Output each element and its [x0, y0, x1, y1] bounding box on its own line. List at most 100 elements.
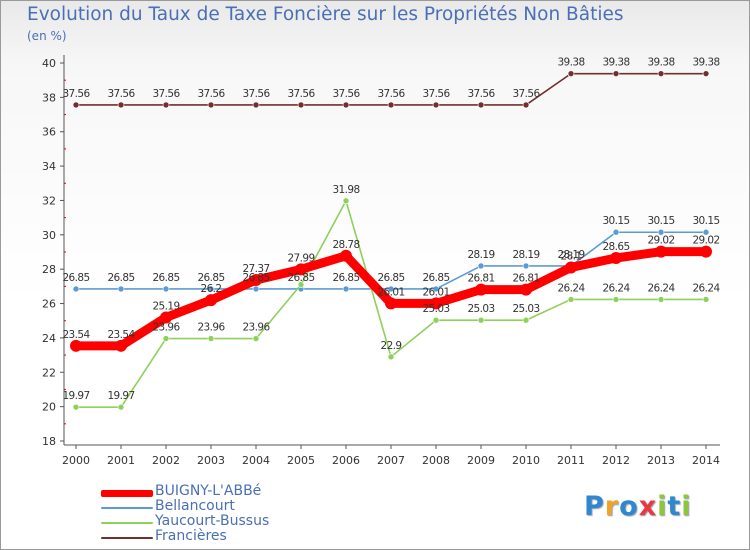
- data-label: 26.85: [107, 272, 134, 284]
- data-point: [567, 70, 575, 77]
- data-point: [252, 101, 260, 109]
- data-point: [567, 296, 575, 303]
- logo-letter: r: [604, 491, 620, 522]
- data-point: [432, 285, 440, 293]
- data-label: 26.24: [557, 282, 585, 294]
- data-point: [522, 316, 530, 324]
- data-point: [162, 335, 170, 342]
- data-point: [477, 101, 485, 109]
- legend-swatch: [101, 490, 153, 497]
- data-label: 25.03: [467, 303, 494, 315]
- data-point: [387, 353, 395, 361]
- data-point: [612, 296, 620, 303]
- data-label: 28.1: [561, 250, 582, 262]
- data-point: [612, 228, 620, 236]
- x-tick-label: 2014: [692, 454, 720, 467]
- data-point: [250, 274, 262, 287]
- data-label: 30.15: [647, 215, 674, 227]
- data-label: 26.85: [197, 272, 224, 284]
- data-label: 37.56: [422, 88, 450, 100]
- x-tick-label: 2006: [332, 454, 360, 467]
- proxiti-logo: Proxiti: [584, 491, 692, 522]
- y-tick-label: 30: [42, 229, 56, 242]
- data-point: [342, 101, 350, 109]
- data-point: [657, 228, 665, 236]
- data-label: 26.24: [647, 282, 675, 294]
- y-tick-label: 26: [42, 298, 56, 311]
- data-label: 37.56: [512, 88, 540, 100]
- y-tick-label: 20: [42, 401, 56, 414]
- data-point: [72, 403, 80, 411]
- data-point: [655, 245, 667, 258]
- data-label: 26.85: [152, 272, 179, 284]
- data-point: [162, 101, 170, 109]
- data-point: [610, 252, 622, 265]
- data-label: 23.54: [62, 329, 90, 341]
- data-label: 37.56: [197, 88, 225, 100]
- legend-swatch: [101, 507, 153, 509]
- data-point: [432, 316, 440, 324]
- data-point: [72, 285, 80, 293]
- y-tick-label: 32: [42, 194, 56, 207]
- data-point: [207, 285, 215, 293]
- x-tick-label: 2012: [602, 454, 630, 467]
- data-label: 31.98: [332, 184, 359, 196]
- data-point: [612, 70, 620, 77]
- data-point: [342, 285, 350, 293]
- data-label: 37.56: [332, 88, 360, 100]
- legend-swatch: [101, 537, 153, 539]
- data-label: 26.81: [467, 273, 494, 285]
- data-label: 26.85: [287, 272, 314, 284]
- x-tick-label: 2003: [197, 454, 225, 467]
- data-label: 28.19: [512, 249, 539, 261]
- data-point: [162, 285, 170, 293]
- legend-label: Bellancourt: [155, 498, 235, 514]
- data-label: 29.02: [647, 235, 674, 247]
- data-label: 37.56: [107, 88, 135, 100]
- data-label: 26.2: [201, 283, 222, 295]
- x-tick-label: 2000: [62, 454, 90, 467]
- data-point: [385, 297, 397, 310]
- logo-letter: o: [619, 491, 639, 522]
- y-tick-label: 24: [42, 332, 56, 345]
- data-label: 23.96: [242, 322, 270, 334]
- data-label: 25.19: [152, 300, 179, 312]
- data-label: 39.38: [692, 57, 719, 69]
- data-point: [520, 283, 532, 296]
- chart-title: Evolution du Taux de Taxe Foncière sur l…: [27, 4, 624, 25]
- data-point: [72, 101, 80, 109]
- logo-letter: i: [657, 491, 668, 522]
- data-label: 26.85: [242, 272, 269, 284]
- data-label: 27.37: [242, 263, 269, 275]
- data-point: [252, 335, 260, 342]
- data-point: [475, 283, 487, 296]
- data-point: [297, 281, 305, 288]
- logo-letter: i: [681, 491, 692, 522]
- data-point: [70, 339, 82, 352]
- data-point: [207, 335, 215, 342]
- x-tick-label: 2013: [647, 454, 675, 467]
- data-label: 39.38: [557, 57, 584, 69]
- data-point: [117, 101, 125, 109]
- legend-label: BUIGNY-L'ABBé: [155, 483, 262, 499]
- data-label: 26.01: [422, 286, 449, 298]
- data-point: [702, 70, 710, 77]
- x-tick-label: 2002: [152, 454, 180, 467]
- data-point: [160, 311, 172, 324]
- data-label: 30.15: [692, 215, 719, 227]
- y-tick-label: 28: [42, 263, 56, 276]
- data-point: [522, 262, 530, 270]
- axes: 18 20 22 24 26 28 30 32 34 36 38 40 2000 2001 2002 2003…: [42, 55, 720, 467]
- data-point: [342, 197, 350, 205]
- data-point: [565, 261, 577, 274]
- legend-label: Francières: [155, 528, 227, 544]
- legend-label: Yaucourt-Bussus: [155, 513, 270, 529]
- y-axis-unit-label: (en %): [27, 29, 67, 43]
- data-label: 26.85: [62, 272, 89, 284]
- data-point: [702, 228, 710, 236]
- data-point: [117, 403, 125, 411]
- logo-letter: P: [584, 491, 605, 522]
- data-label: 37.56: [152, 88, 180, 100]
